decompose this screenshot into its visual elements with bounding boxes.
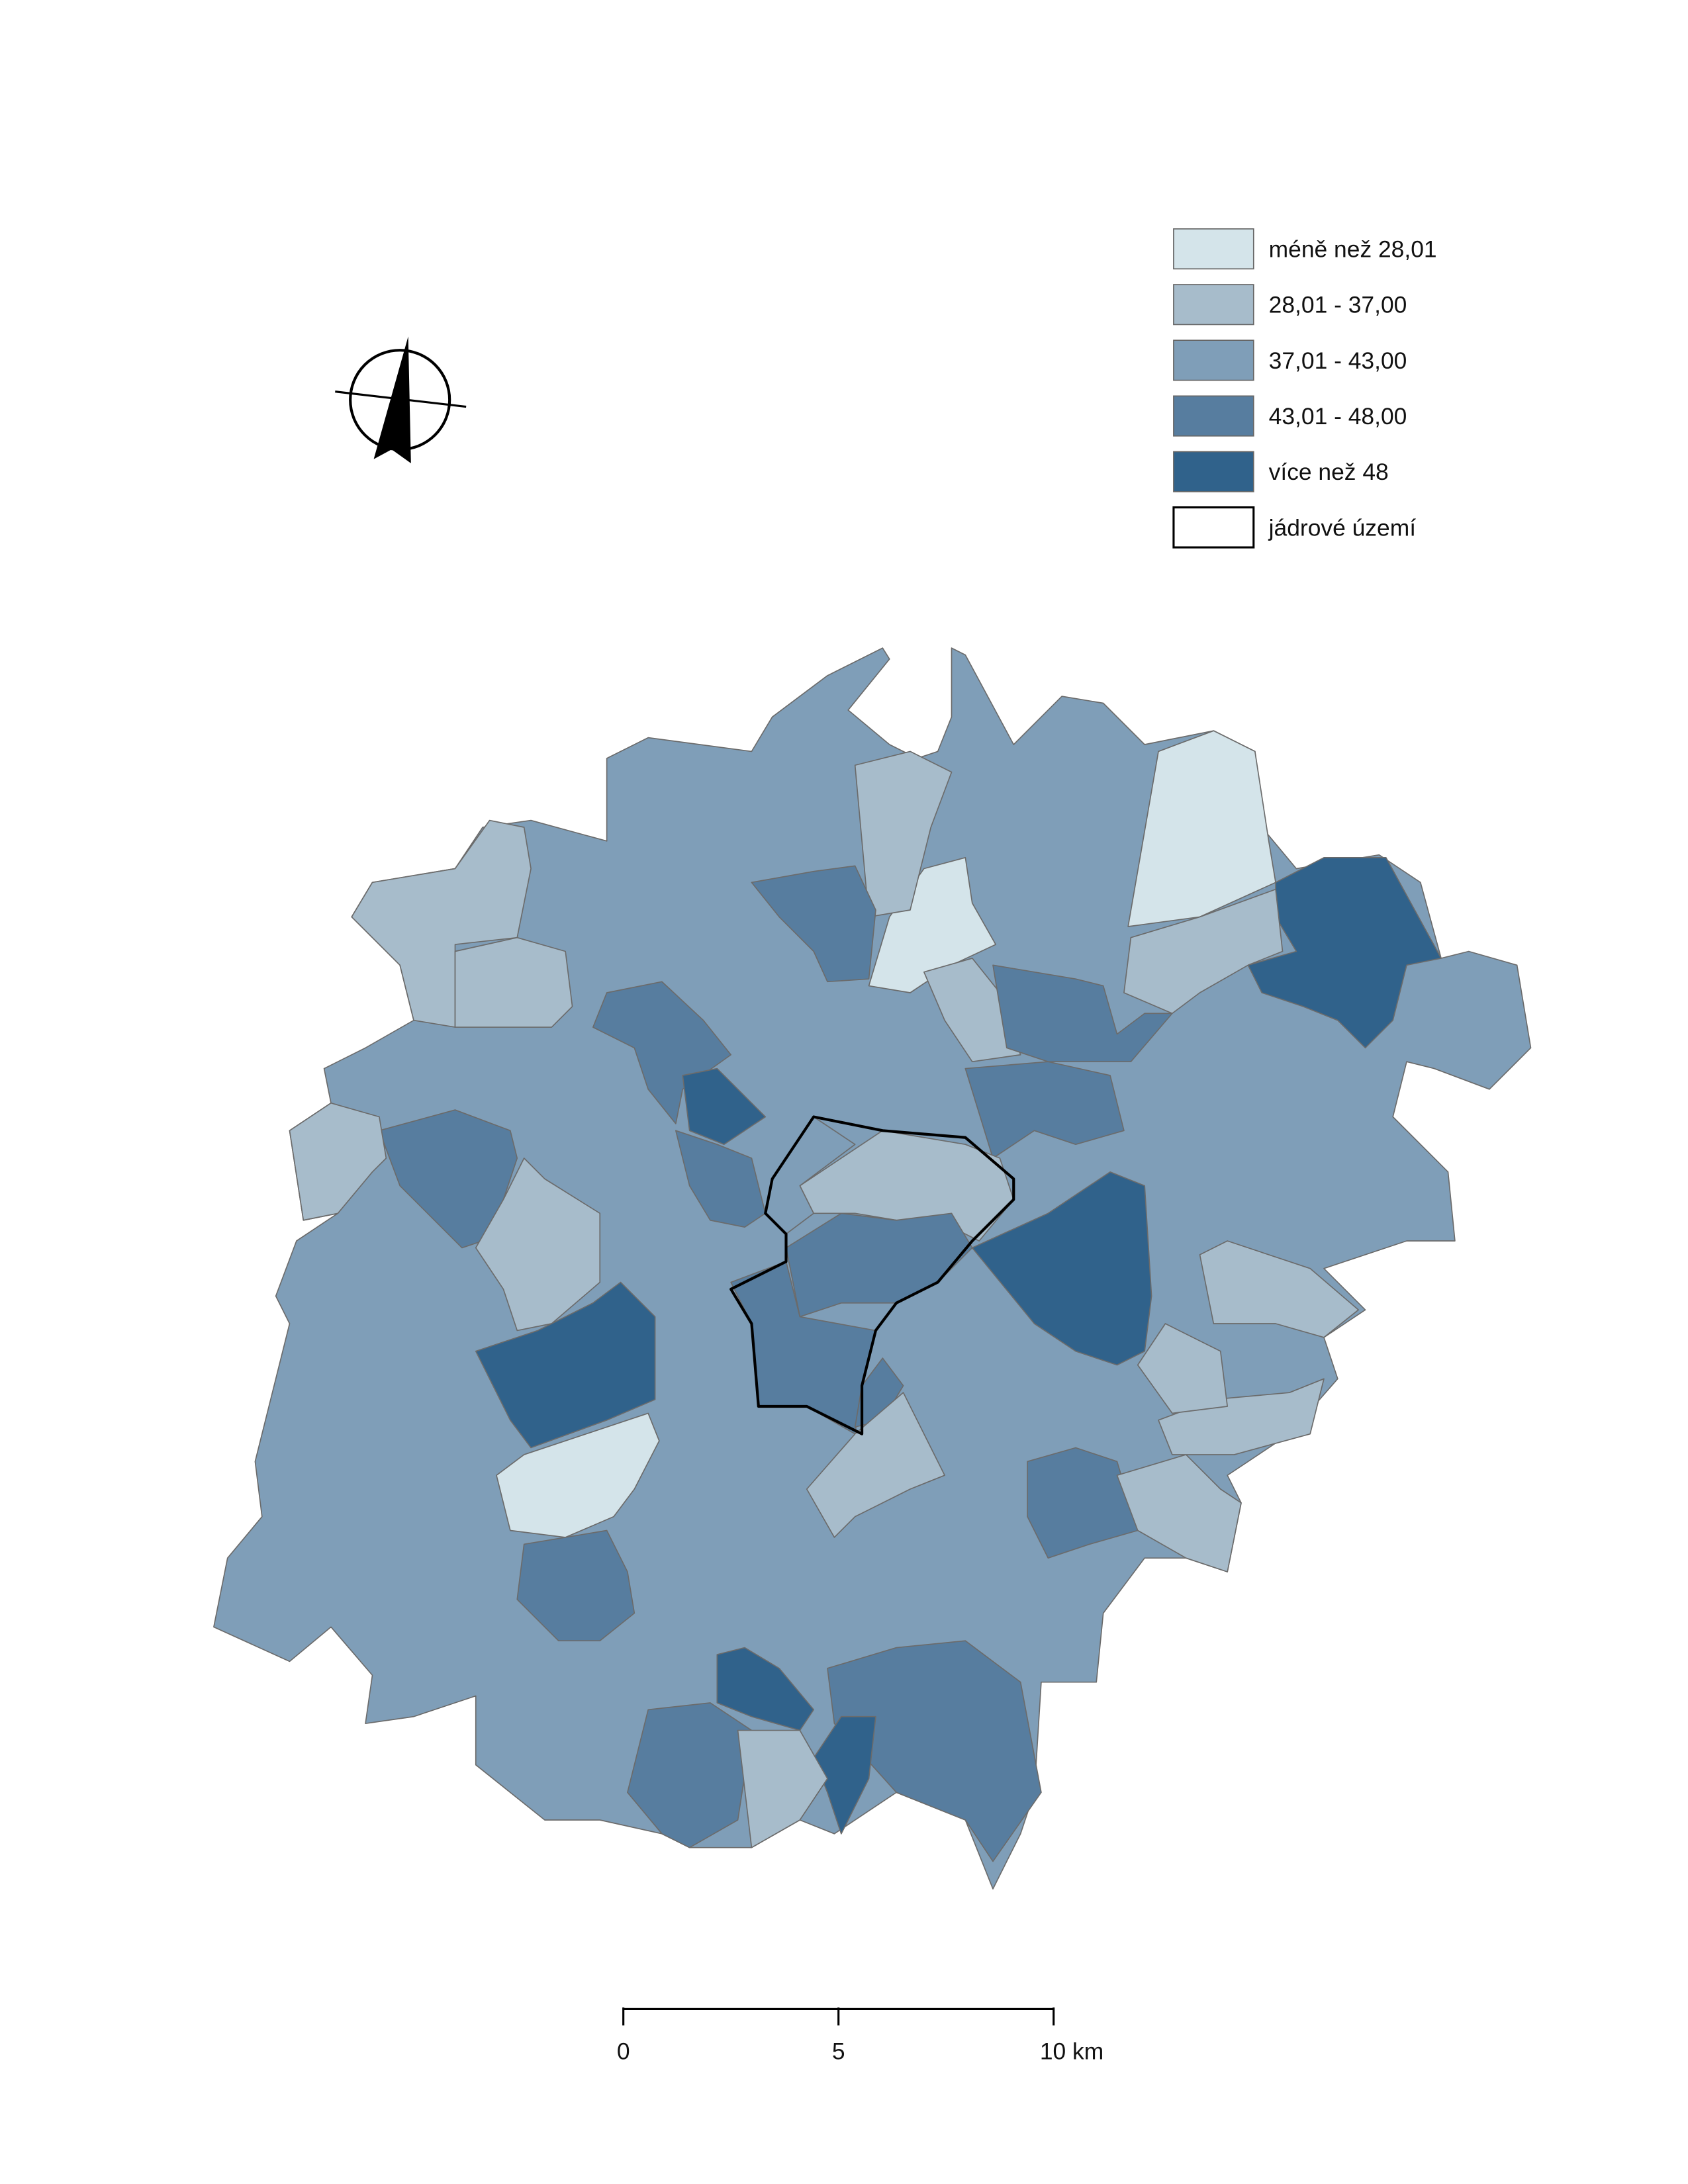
regions (213, 647, 1532, 1890)
legend-swatch (1173, 284, 1254, 326)
region (496, 1412, 660, 1538)
region (351, 819, 532, 1028)
region (1027, 1447, 1139, 1559)
scale-bar: 0 5 10 km (617, 2007, 1103, 2064)
scale-label: 10 km (1040, 2038, 1103, 2064)
region (516, 1529, 635, 1642)
legend-swatch (1172, 506, 1255, 549)
region (1137, 1323, 1228, 1414)
region (923, 958, 1021, 1062)
legend-swatch (1173, 451, 1254, 492)
region (592, 981, 731, 1124)
legend: méně než 28,01 28,01 - 37,00 37,01 - 43,00… (1172, 228, 1437, 549)
region (1123, 888, 1284, 1015)
region (737, 1729, 828, 1848)
region (813, 1715, 876, 1835)
region (627, 1702, 753, 1848)
region (785, 1212, 973, 1318)
region (992, 964, 1173, 1062)
legend-swatch (1173, 395, 1254, 437)
region (971, 1171, 1152, 1366)
region (1199, 1240, 1359, 1338)
region (751, 865, 876, 983)
region (675, 1130, 767, 1228)
legend-label: 37,01 - 43,00 (1269, 347, 1407, 374)
region (454, 936, 573, 1028)
legend-label: méně než 28,01 (1269, 236, 1437, 263)
legend-swatch (1173, 340, 1254, 381)
legend-label: jádrové území (1268, 514, 1417, 541)
region (1247, 857, 1442, 1049)
legend-label: více než 48 (1269, 459, 1389, 485)
region (475, 1158, 601, 1332)
legend-label: 28,01 - 37,00 (1269, 292, 1407, 318)
core-area-outline (729, 1115, 1015, 1435)
legend-swatch (1173, 228, 1254, 270)
region (964, 1061, 1125, 1159)
region (716, 1647, 814, 1731)
north-arrow (335, 336, 467, 463)
scale-label: 5 (832, 2038, 845, 2064)
scale-label: 0 (617, 2038, 630, 2064)
region (289, 1102, 387, 1221)
region (682, 1068, 767, 1145)
region (475, 1281, 656, 1449)
legend-label: 43,01 - 48,00 (1269, 403, 1407, 430)
region (1116, 1454, 1242, 1572)
region (1127, 730, 1276, 927)
